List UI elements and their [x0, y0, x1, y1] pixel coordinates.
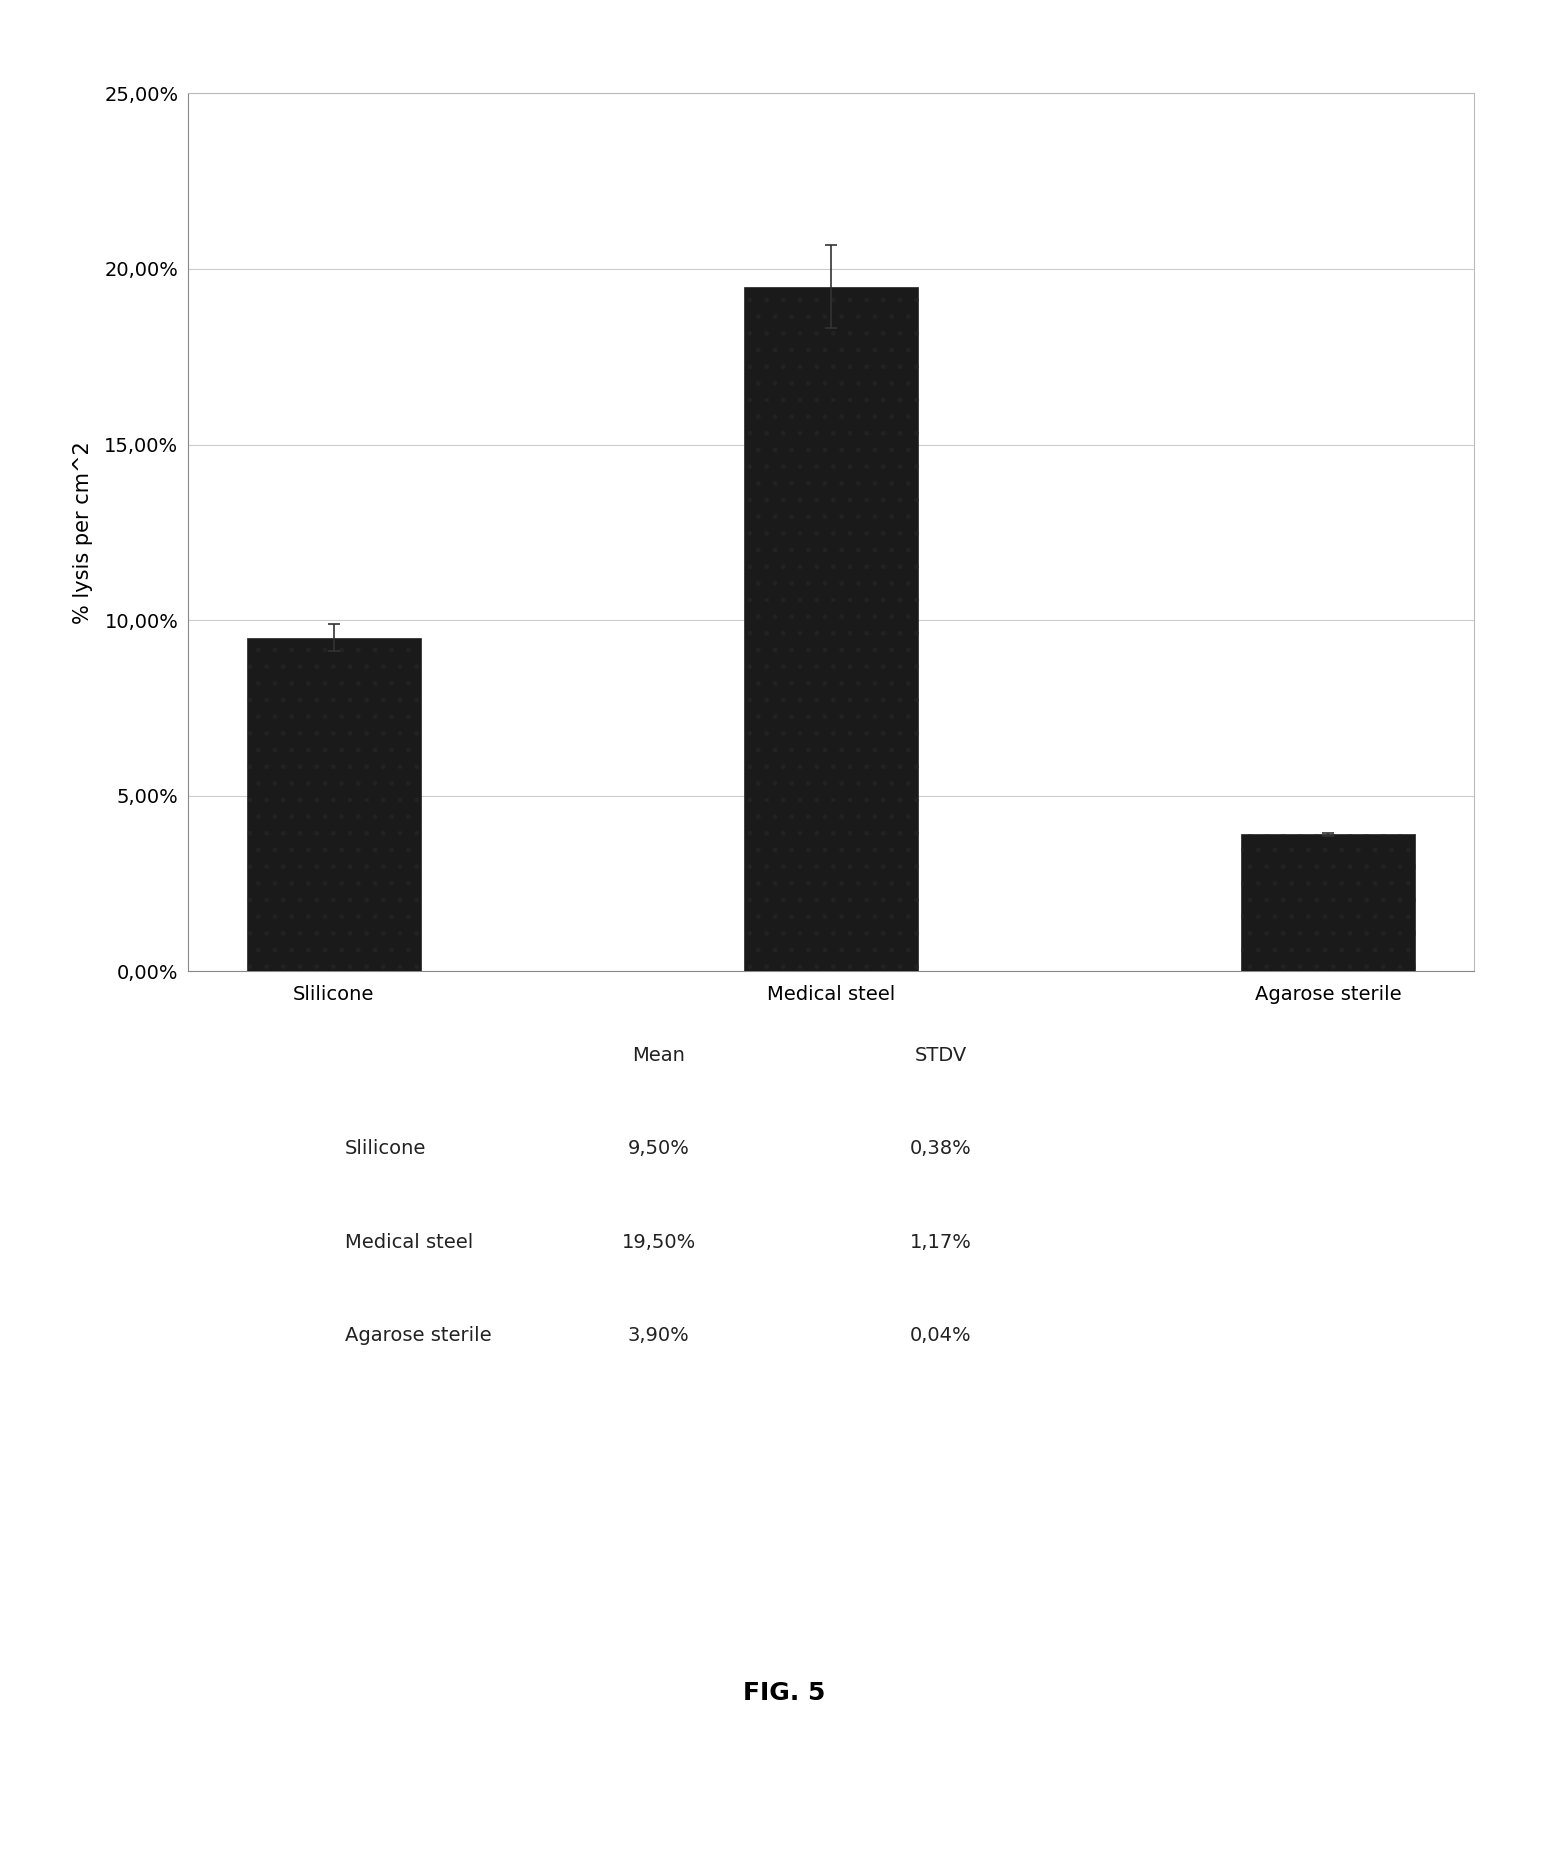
- Text: STDV: STDV: [914, 1046, 967, 1065]
- Text: Medical steel: Medical steel: [345, 1233, 474, 1252]
- Y-axis label: % lysis per cm^2: % lysis per cm^2: [74, 441, 93, 624]
- Text: 3,90%: 3,90%: [627, 1326, 690, 1345]
- Text: 1,17%: 1,17%: [909, 1233, 972, 1252]
- Text: 9,50%: 9,50%: [627, 1139, 690, 1158]
- Bar: [246, 637, 420, 971]
- Text: Agarose sterile: Agarose sterile: [345, 1326, 492, 1345]
- Bar: [1242, 835, 1416, 971]
- Text: Slilicone: Slilicone: [345, 1139, 426, 1158]
- Bar: [743, 286, 919, 971]
- Text: Mean: Mean: [632, 1046, 685, 1065]
- Text: FIG. 5: FIG. 5: [743, 1681, 825, 1705]
- Text: 0,04%: 0,04%: [909, 1326, 972, 1345]
- Text: 0,38%: 0,38%: [909, 1139, 972, 1158]
- Text: 19,50%: 19,50%: [621, 1233, 696, 1252]
